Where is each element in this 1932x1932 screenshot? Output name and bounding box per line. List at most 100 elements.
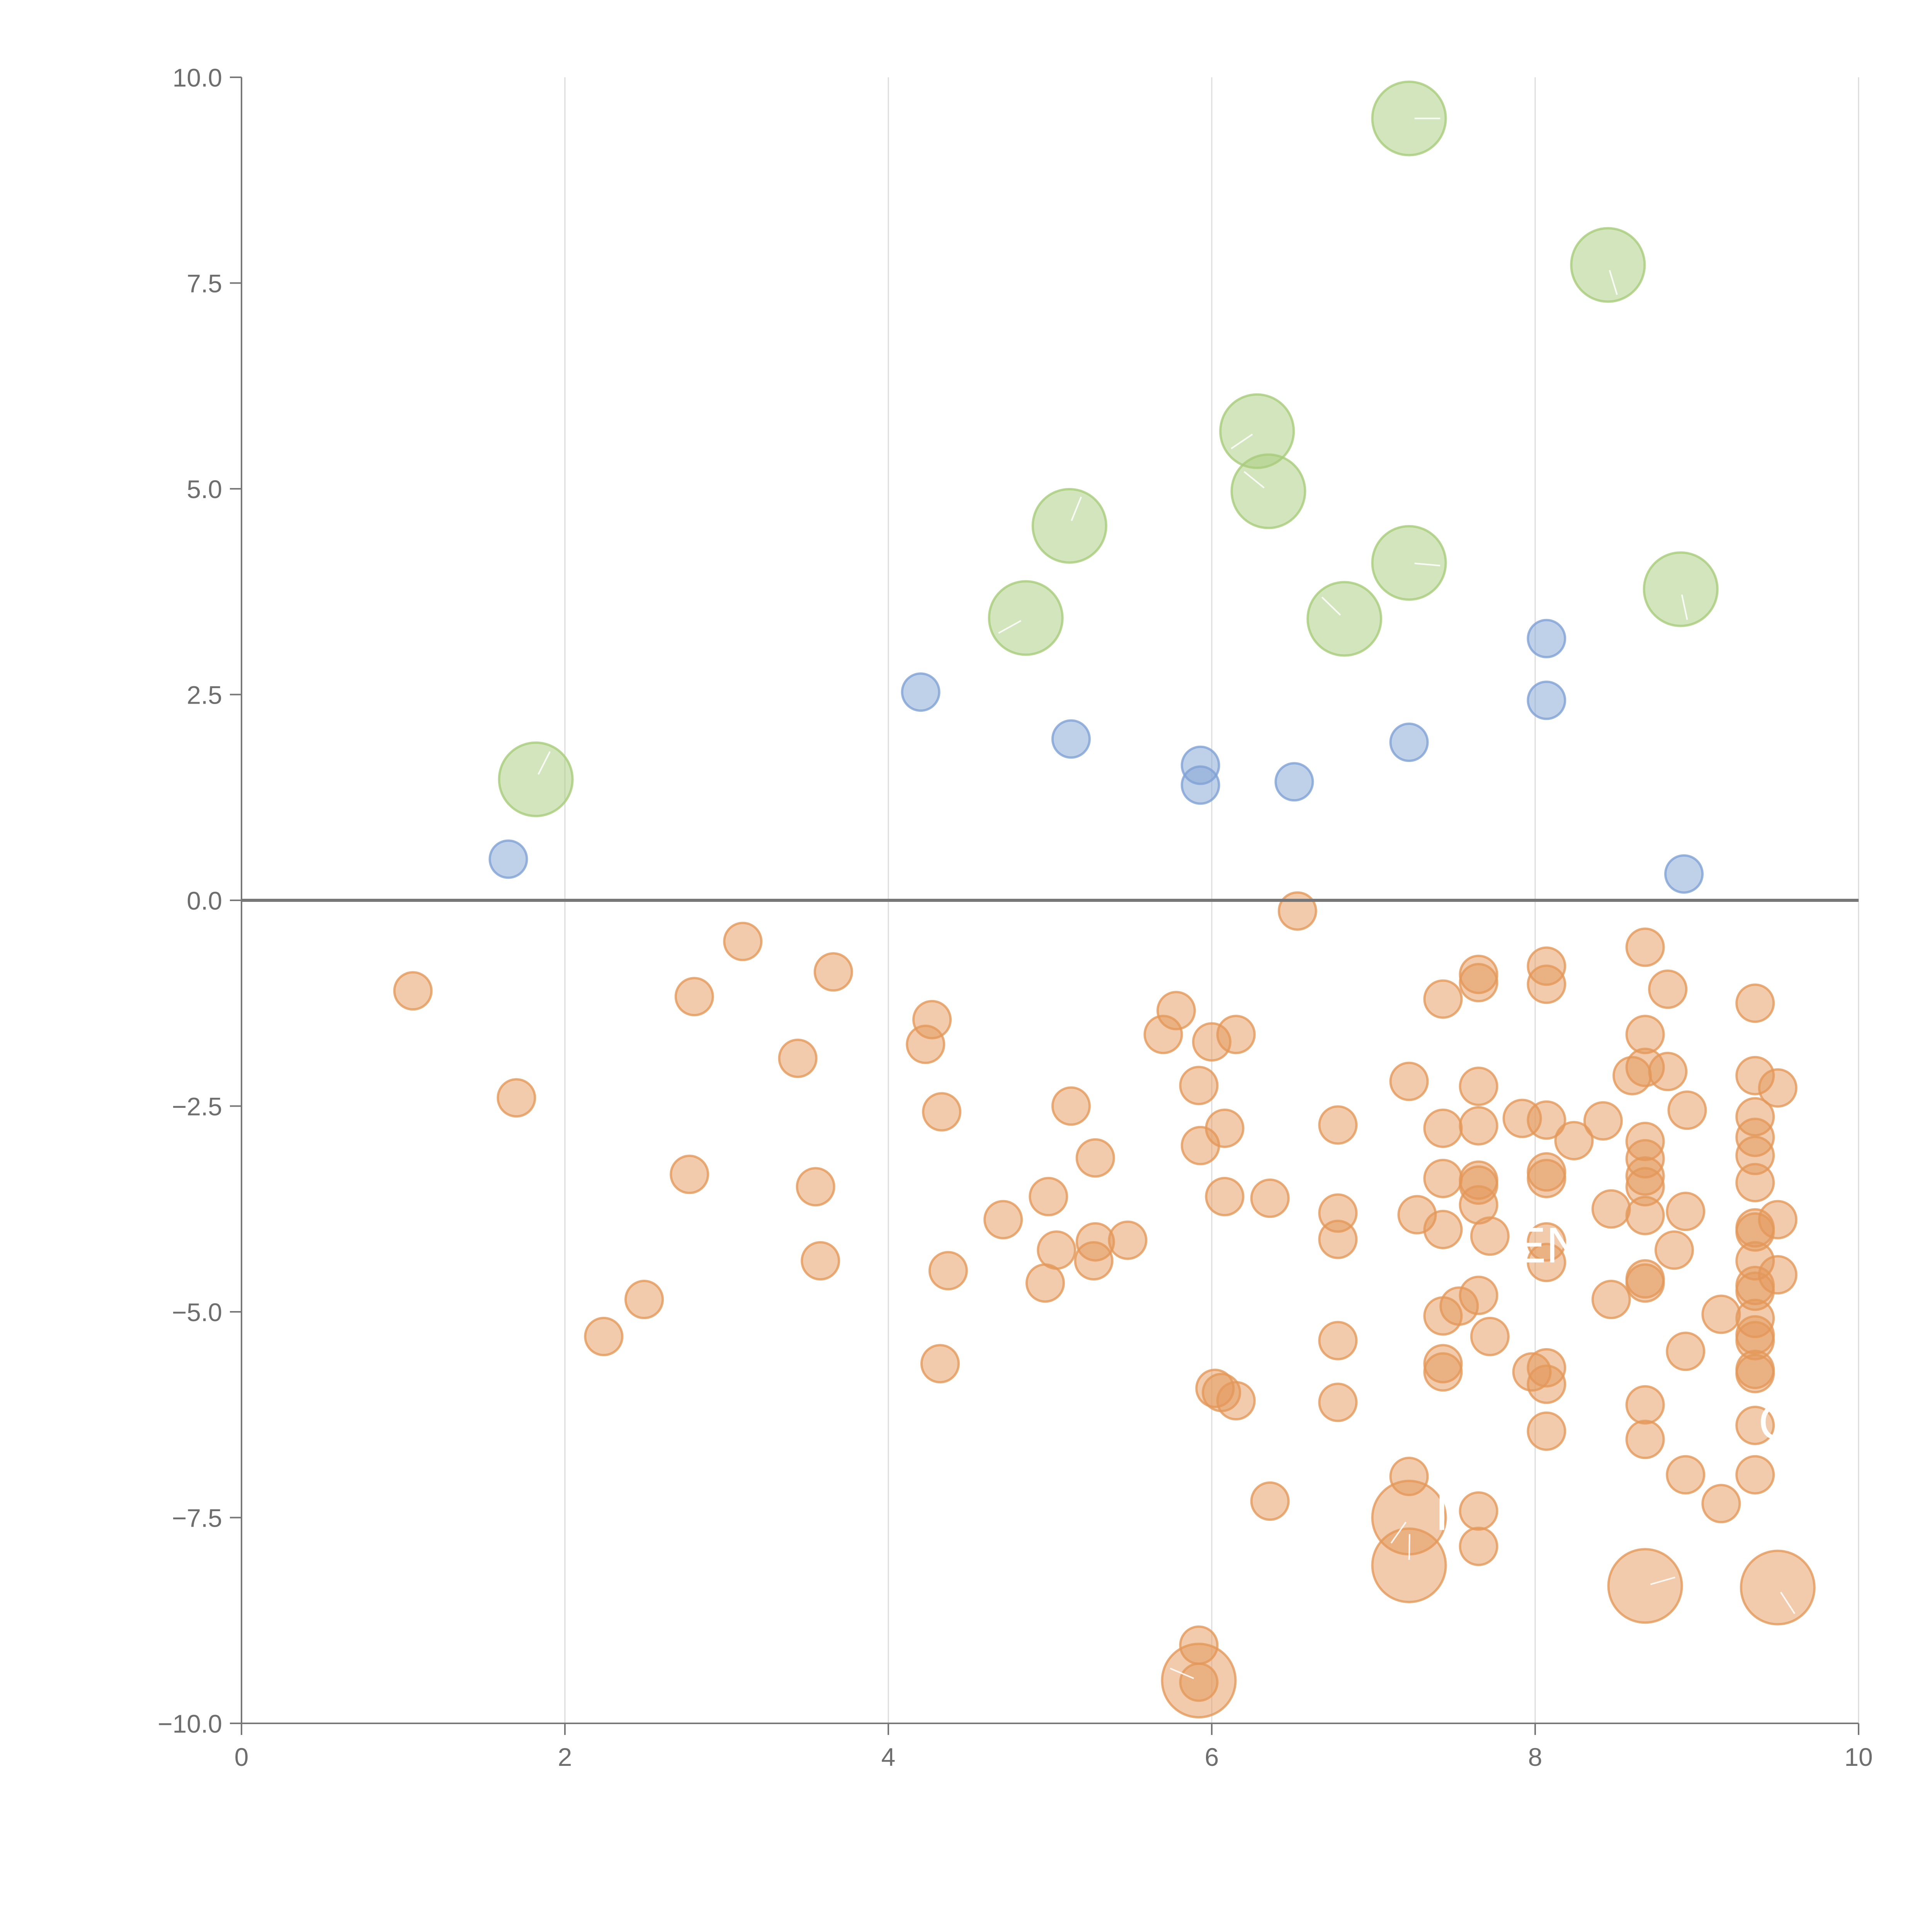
leader-line [1408, 1534, 1410, 1560]
blue-bubble-point [901, 672, 940, 712]
orange-bubble-point [1701, 1484, 1741, 1524]
blue-bubble-point [1527, 680, 1566, 720]
orange-bubble-point [1701, 1294, 1741, 1334]
y-tick-label: 0.0 [187, 886, 222, 915]
orange-bubble-point [1423, 1109, 1463, 1148]
orange-bubble-point [920, 1344, 960, 1384]
green-bubble-point [1570, 227, 1646, 303]
orange-bubble-point [1527, 1243, 1566, 1282]
blue-bubble-point [1527, 619, 1566, 658]
orange-bubble-point [1143, 1015, 1183, 1054]
green-bubble-point [988, 580, 1064, 656]
x-tick-label: 8 [1528, 1743, 1543, 1771]
orange-bubble-point [1250, 1481, 1290, 1521]
orange-bubble-point [1758, 1068, 1798, 1108]
orange-bubble-point [1423, 1158, 1463, 1198]
orange-bubble-point [1648, 969, 1688, 1009]
leader-line [537, 751, 551, 775]
orange-bubble-point [1459, 1491, 1498, 1531]
orange-bubble-point [1318, 1219, 1358, 1259]
orange-bubble-point [497, 1078, 536, 1118]
annotation-label: EN [1512, 1217, 1582, 1273]
orange-bubble-point [1625, 1420, 1665, 1459]
y-tick-label: −7.5 [172, 1504, 222, 1532]
bubbles [393, 80, 1816, 1719]
x-tick-label: 6 [1205, 1743, 1219, 1771]
green-bubble-point [1371, 525, 1447, 601]
x-tick-label: 2 [558, 1743, 572, 1771]
blue-bubble-point [1664, 854, 1704, 894]
y-tick-label: −5.0 [172, 1298, 222, 1327]
blue-bubble-point [1274, 762, 1314, 802]
orange-bubble-point [393, 971, 433, 1011]
orange-bubble-point [1735, 1354, 1775, 1393]
orange-bubble-point [1591, 1280, 1631, 1320]
orange-bubble-point [1625, 1015, 1665, 1054]
orange-bubble-point [1735, 1405, 1775, 1445]
orange-bubble-point [1612, 1056, 1652, 1095]
orange-bubble-point [1527, 1100, 1566, 1140]
orange-bubble-point [983, 1200, 1023, 1240]
y-tick-label: −10.0 [158, 1709, 222, 1738]
y-tick-label: −2.5 [172, 1092, 222, 1121]
orange-bubble-point [1459, 1066, 1498, 1106]
orange-bubble-point [1051, 1086, 1091, 1126]
leader-line [1170, 1667, 1194, 1679]
orange-bubble-point [1740, 1549, 1816, 1626]
orange-bubble-point [1205, 1177, 1245, 1216]
orange-bubble-point [1554, 1121, 1594, 1160]
orange-bubble-point [1075, 1138, 1115, 1178]
green-bubble-point [1031, 488, 1107, 564]
orange-bubble-point [1527, 964, 1566, 1004]
orange-bubble-point [1318, 1321, 1358, 1361]
orange-bubble-point [1423, 1210, 1463, 1249]
orange-bubble-point [1459, 963, 1498, 1002]
orange-bubble-point [1470, 1316, 1510, 1356]
orange-bubble-point [1423, 1352, 1463, 1392]
leader-line [1243, 471, 1265, 488]
annotation-label: C [1759, 1394, 1795, 1450]
green-bubble-point [498, 741, 574, 817]
blue-bubble-point [1389, 723, 1429, 762]
orange-bubble-point [1527, 1411, 1566, 1451]
y-tick-label: 2.5 [187, 681, 222, 709]
blue-bubble-point [488, 839, 528, 879]
orange-bubble-point [922, 1092, 962, 1132]
leader-line [998, 620, 1022, 634]
leader-lines [537, 117, 1796, 1679]
orange-bubble-point [1667, 1090, 1707, 1130]
orange-bubble-point [813, 952, 853, 992]
orange-bubble-point [1216, 1381, 1256, 1421]
orange-bubble-point [1735, 1163, 1775, 1202]
x-tick-label: 10 [1844, 1743, 1872, 1771]
orange-bubble-point [670, 1155, 709, 1194]
orange-bubble-point [584, 1316, 624, 1356]
green-bubble-point [1306, 581, 1383, 657]
orange-bubble-point [1607, 1548, 1683, 1624]
orange-bubble-point [1666, 1192, 1706, 1231]
green-bubble-point [1643, 551, 1719, 627]
leader-line [1390, 1522, 1407, 1544]
orange-bubble-point [1527, 1364, 1566, 1404]
orange-bubble-point [1470, 1216, 1510, 1256]
orange-bubble-point [1318, 1105, 1358, 1145]
leader-line [1071, 497, 1082, 521]
blue-bubble-point [1051, 719, 1091, 759]
orange-bubble-point [1735, 983, 1775, 1023]
orange-bubble-point [1666, 1332, 1706, 1371]
orange-bubble-point [1625, 1385, 1665, 1425]
orange-bubble-point [674, 977, 714, 1017]
orange-bubble-point [928, 1251, 968, 1291]
orange-bubble-point [1037, 1230, 1077, 1270]
orange-bubble-point [1648, 1052, 1688, 1092]
y-axis-ticks: −10.0 −7.5 −5.0 −2.5 0.0 2.5 5.0 7.5 10.0 [158, 63, 242, 1738]
orange-bubble-point [1583, 1101, 1623, 1141]
orange-bubble-point [1389, 1061, 1429, 1101]
x-tick-label: 4 [881, 1743, 896, 1771]
orange-bubble-point [1029, 1177, 1068, 1216]
orange-bubble-point [1625, 1263, 1665, 1303]
orange-bubble-point [1025, 1263, 1065, 1303]
orange-bubble-point [624, 1280, 664, 1320]
orange-bubble-point [723, 922, 763, 961]
